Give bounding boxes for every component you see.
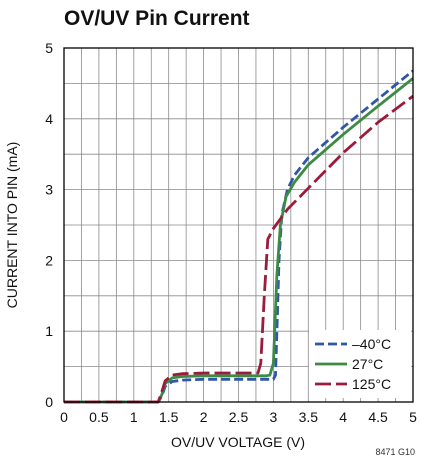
x-tick-label: 3: [270, 409, 278, 425]
legend-label-1: –40°C: [352, 336, 391, 352]
plot-frame: [63, 47, 414, 403]
legend: –40°C 27°C 125°C: [309, 330, 411, 398]
y-tick-label: 2: [45, 252, 53, 268]
legend-label-3: 125°C: [352, 376, 391, 392]
x-tick-label: 0.5: [89, 409, 109, 425]
y-axis-label: CURRENT INTO PIN (mA): [4, 142, 20, 309]
legend-label-2: 27°C: [352, 356, 383, 372]
x-tick-label: 1: [130, 409, 138, 425]
x-tick-label: 1.5: [159, 409, 179, 425]
chart-title: OV/UV Pin Current: [64, 7, 250, 30]
x-axis-label: OV/UV VOLTAGE (V): [171, 434, 305, 450]
x-tick-label: 3.5: [299, 409, 319, 425]
x-tick-labels: 0 0.5 1 1.5 2 2.5 3 3.5 4 4.5 5: [60, 409, 417, 425]
series-line-1: [64, 69, 414, 404]
grid: [64, 48, 413, 402]
x-tick-label: 2: [200, 409, 208, 425]
y-tick-label: 1: [45, 323, 53, 339]
figure-id: 8471 G10: [375, 447, 415, 457]
y-tick-label: 4: [45, 111, 53, 127]
series-line-3: [64, 94, 414, 404]
y-tick-label: 0: [45, 394, 53, 410]
y-tick-label: 3: [45, 182, 53, 198]
x-tick-label: 2.5: [229, 409, 249, 425]
series-layer: [64, 69, 414, 404]
x-tick-label: 0: [60, 409, 68, 425]
x-tick-label: 5: [409, 409, 417, 425]
x-tick-label: 4: [339, 409, 347, 425]
x-tick-label: 4.5: [368, 409, 388, 425]
y-tick-labels: 0 1 2 3 4 5: [45, 40, 53, 410]
y-tick-label: 5: [45, 40, 53, 56]
